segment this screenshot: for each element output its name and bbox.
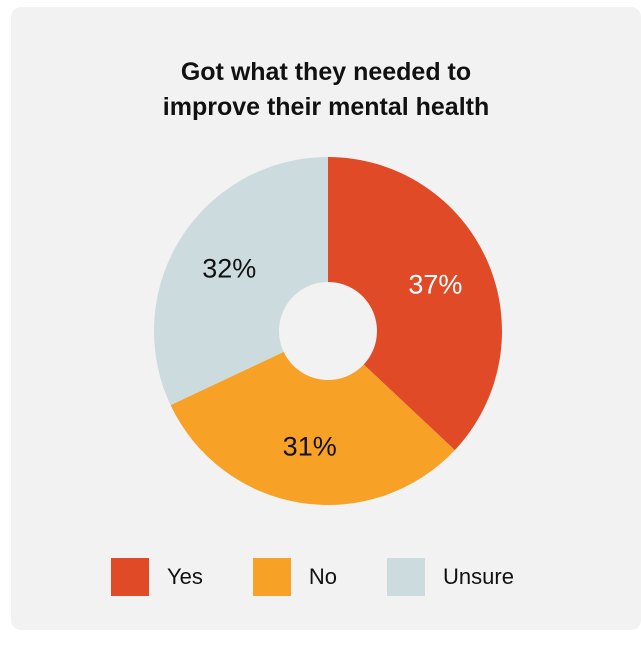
slice-label-yes: 37% [408,270,462,300]
legend-swatch-unsure [387,558,426,596]
legend-item-unsure: Unsure [387,558,514,596]
legend-item-no: No [252,558,338,596]
slice-label-no: 31% [283,432,337,462]
legend-swatch-no [252,558,291,596]
legend-label-no: No [308,564,338,589]
legend-label-unsure: Unsure [443,564,514,589]
slice-no [170,351,455,505]
donut-chart: 37% 31% 32% [153,156,502,505]
legend-swatch-yes [111,558,149,596]
legend-item-yes: Yes [111,558,203,596]
chart-card: Got what they needed to improve their me… [11,7,641,630]
slice-unsure [153,156,328,406]
legend: Yes No Unsure [111,557,514,597]
legend-label-yes: Yes [167,564,203,589]
chart-title-line-2: improve their mental health [162,93,490,121]
slice-label-unsure: 32% [202,253,256,283]
slice-yes [328,157,502,451]
chart-title-line-1: Got what they needed to [180,58,472,86]
chart-title: Got what they needed to improve their me… [11,55,641,125]
